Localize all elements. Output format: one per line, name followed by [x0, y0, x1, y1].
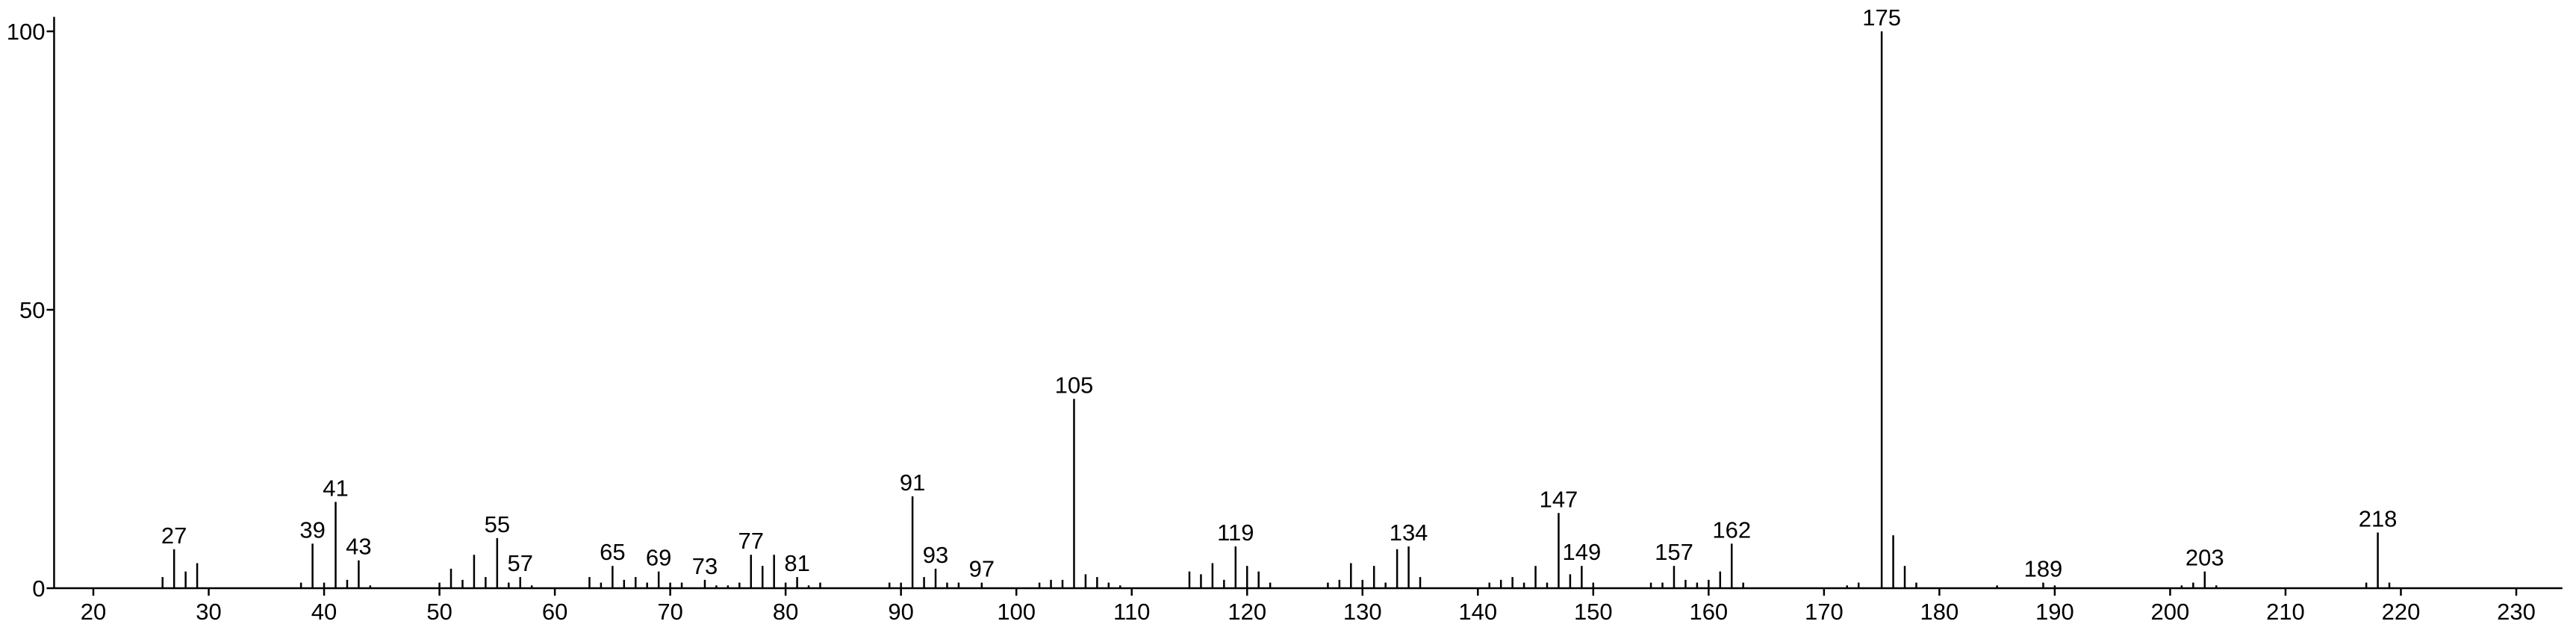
peak-label: 73: [692, 553, 718, 579]
peak-label: 41: [323, 475, 348, 501]
x-tick-label: 130: [1343, 599, 1382, 625]
peak-label: 97: [969, 556, 995, 582]
peak-label: 149: [1562, 539, 1601, 565]
peak-label: 147: [1540, 486, 1578, 512]
peak-label: 189: [2024, 556, 2063, 582]
peak-label: 43: [346, 534, 371, 560]
x-tick-label: 150: [1574, 599, 1613, 625]
x-tick-label: 160: [1689, 599, 1728, 625]
x-tick-label: 120: [1228, 599, 1266, 625]
x-tick-label: 230: [2497, 599, 2536, 625]
x-tick-label: 110: [1113, 599, 1150, 625]
x-tick-label: 140: [1458, 599, 1497, 625]
x-tick-label: 100: [997, 599, 1036, 625]
peak-label: 218: [2359, 505, 2398, 531]
y-tick-label: 100: [7, 19, 46, 45]
x-tick-label: 60: [542, 599, 567, 625]
peak-label: 91: [900, 470, 925, 496]
peak-label: 39: [299, 517, 325, 543]
peak-label: 134: [1390, 520, 1428, 546]
x-tick-label: 40: [311, 599, 337, 625]
x-tick-label: 180: [1920, 599, 1959, 625]
x-tick-label: 70: [657, 599, 682, 625]
x-tick-label: 30: [196, 599, 221, 625]
x-tick-label: 90: [888, 599, 913, 625]
x-tick-label: 80: [773, 599, 798, 625]
peak-label: 175: [1862, 4, 1901, 31]
peak-label: 105: [1055, 372, 1094, 398]
peak-label: 57: [507, 550, 532, 576]
peak-label: 77: [738, 528, 764, 554]
peak-label: 81: [784, 550, 809, 576]
x-tick-label: 170: [1805, 599, 1844, 625]
x-tick-label: 20: [81, 599, 106, 625]
x-tick-label: 210: [2266, 599, 2305, 625]
x-tick-label: 50: [426, 599, 452, 625]
peak-label: 69: [646, 545, 671, 571]
peak-label: 203: [2185, 545, 2224, 571]
peak-label: 27: [161, 523, 187, 549]
peak-label: 93: [923, 542, 948, 568]
peak-label: 65: [600, 539, 625, 565]
peak-label: 157: [1655, 539, 1693, 565]
peak-label: 119: [1217, 520, 1254, 546]
peak-label: 162: [1712, 517, 1751, 543]
x-tick-label: 200: [2151, 599, 2190, 625]
peak-label: 55: [485, 511, 510, 537]
x-tick-label: 190: [2035, 599, 2074, 625]
y-tick-label: 50: [19, 297, 45, 323]
y-tick-label: 0: [32, 576, 45, 602]
x-tick-label: 220: [2382, 599, 2421, 625]
